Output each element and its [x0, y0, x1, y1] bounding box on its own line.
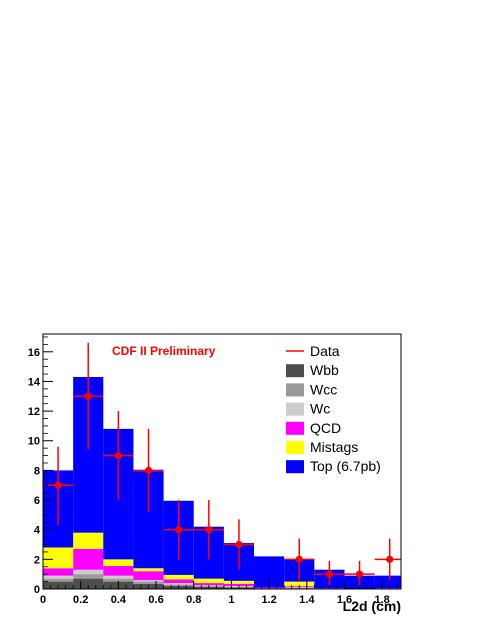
legend-swatch-2 — [286, 402, 304, 416]
bar-4-3 — [133, 568, 164, 572]
legend-swatch-5 — [286, 460, 304, 474]
bar-3-5 — [193, 583, 224, 586]
bar-4-5 — [193, 578, 224, 584]
bar-2-2 — [103, 575, 134, 579]
data-point-8 — [325, 570, 333, 578]
legend-label-0: Wbb — [310, 362, 339, 378]
bar-1-0 — [43, 578, 74, 582]
bar-4-2 — [103, 559, 134, 567]
legend-label-2: Wc — [310, 401, 330, 417]
y-tick-label-4: 8 — [34, 465, 40, 477]
y-tick-label-2: 4 — [34, 525, 41, 537]
data-point-7 — [295, 555, 303, 563]
data-point-1 — [84, 392, 92, 400]
y-tick-label-3: 6 — [34, 495, 40, 507]
bar-0-1 — [73, 578, 104, 589]
data-point-10 — [386, 555, 394, 563]
axes: 0 0.2 0.4 0.6 0.8 1 1.2 1.4 1.6 1.8 0 2 4 6 8 10 12 14 16 — [28, 336, 398, 606]
legend-swatch-3 — [286, 421, 304, 435]
bar-3-1 — [73, 548, 104, 570]
data-point-6 — [235, 540, 243, 549]
legend-swatch-1 — [286, 383, 304, 397]
data-point-3 — [144, 466, 153, 474]
legend-label-data: Data — [310, 343, 340, 359]
plot-frame — [42, 333, 402, 590]
x-tick-label-9: 1.8 — [375, 594, 390, 606]
bar-2-1 — [73, 569, 104, 575]
legend: Data Wbb Wcc Wc QCD Mistags Top (6.7pb) — [286, 343, 381, 474]
bar-3-6 — [223, 583, 255, 587]
cdf-preliminary-annotation: CDF II Preliminary — [112, 344, 216, 358]
bar-4-4 — [163, 574, 194, 580]
bar-2-3 — [133, 580, 164, 582]
bar-1-1 — [73, 574, 104, 579]
bar-4-1 — [73, 532, 104, 549]
data-point-2 — [114, 451, 122, 460]
y-tick-label-1: 2 — [34, 554, 40, 566]
y-tick-label-5: 10 — [28, 436, 40, 448]
y-tick-label-8: 16 — [28, 347, 40, 359]
bar-4-8 — [284, 581, 315, 587]
bar-4-6 — [223, 580, 255, 584]
data-point-0 — [54, 481, 62, 489]
legend-label-1: Wcc — [310, 381, 337, 397]
bar-5-11 — [374, 575, 401, 589]
legend-label-5: Top (6.7pb) — [310, 458, 381, 474]
data-points — [43, 342, 401, 587]
x-tick-label-0: 0 — [40, 594, 46, 606]
data-point-9 — [355, 570, 364, 578]
bar-3-3 — [133, 571, 164, 581]
x-tick-label-2: 0.4 — [111, 594, 127, 606]
x-axis-label: L2d (cm) — [343, 598, 401, 614]
x-tick-label-5: 1 — [228, 594, 234, 606]
x-tick-label-7: 1.4 — [299, 594, 315, 606]
bar-3-4 — [163, 579, 194, 584]
bar-1-3 — [133, 581, 164, 584]
bar-1-2 — [103, 578, 134, 582]
y-tick-label-0: 0 — [34, 584, 40, 596]
data-point-5 — [205, 526, 213, 534]
y-tick-label-7: 14 — [28, 376, 41, 388]
y-tick-label-6: 12 — [28, 406, 40, 418]
legend-swatch-4 — [286, 441, 304, 454]
x-tick-label-8: 1.6 — [337, 594, 352, 606]
bar-4-0 — [43, 547, 74, 569]
bar-2-0 — [43, 575, 74, 579]
x-tick-label-1: 0.2 — [73, 594, 88, 606]
bar-3-2 — [103, 566, 134, 576]
legend-label-3: QCD — [310, 420, 341, 436]
legend-label-4: Mistags — [310, 439, 358, 455]
legend-swatch-0 — [286, 364, 304, 378]
x-tick-label-6: 1.2 — [261, 594, 276, 606]
bar-3-0 — [43, 568, 74, 576]
bar-2-4 — [163, 583, 194, 585]
data-point-4 — [175, 526, 183, 534]
x-tick-label-3: 0.6 — [148, 594, 163, 606]
x-tick-label-4: 0.8 — [186, 594, 201, 606]
